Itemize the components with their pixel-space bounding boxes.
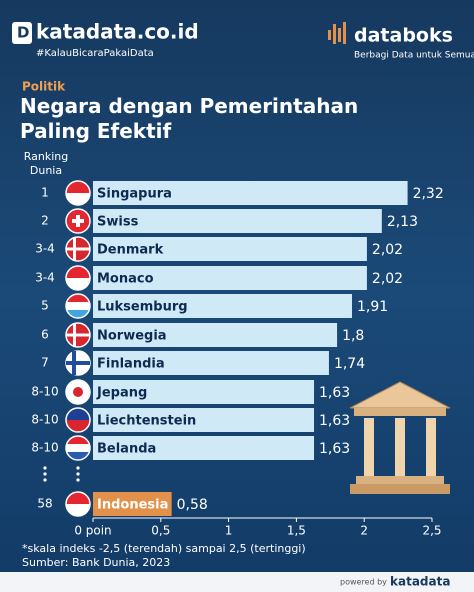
brand: katadata.co.id [36,20,199,44]
flag-cross [66,333,90,337]
value-label: 2,32 [413,186,444,202]
rank-label: 58 [37,497,52,511]
flag [65,293,91,319]
rank-label: 2 [41,214,49,228]
bar [93,209,382,233]
bar [93,237,367,261]
bar-label: Belanda [97,442,156,457]
bar-label: Indonesia [97,498,168,513]
bar-label: Liechtenstein [97,414,196,429]
chart-title: Negara dengan Pemerintahan Paling Efekti… [20,94,359,143]
x-tick-label: 1 [225,524,233,538]
flag-dot [73,387,83,397]
logo-letter: D [17,24,29,42]
logo-mark [12,22,32,44]
footer-bar [0,572,474,592]
bar-label: Denmark [97,243,164,258]
bar [93,436,315,460]
rank-label: 8-10 [31,441,58,455]
bar [93,266,367,290]
x-tick-label: 0,5 [151,524,170,538]
rank-header-box: Ranking Dunia [23,150,69,177]
title-box: Negara dengan Pemerintahan Paling Efekti… [20,94,359,143]
value-label: 2,02 [372,271,403,287]
section: Politik [22,80,66,94]
value-label: 0,58 [177,497,208,513]
bar [93,351,329,375]
rank-label: 7 [41,356,49,370]
x-tick-label: 1,5 [287,524,306,538]
partner: databoks [354,25,453,47]
powered-by: powered by [340,578,387,587]
rank-label: 1 [41,186,49,200]
flag-cross [66,247,90,251]
rank-label: 3-4 [35,242,55,256]
value-label: 1,63 [319,385,350,401]
flag [65,435,91,461]
value-label: 2,13 [387,214,418,230]
flag [65,265,91,291]
note: *skala indeks -2,5 (terendah) sampai 2,5… [22,542,306,555]
bar-label: Swiss [97,215,139,230]
flag-cross [66,361,90,365]
rank-label: 8-10 [31,413,58,427]
source: Sumber: Bank Dunia, 2023 [22,556,170,569]
building-icon [349,381,451,494]
tagline: #KalauBicaraPakaiData [36,48,154,59]
rank-label: 3-4 [35,271,55,285]
bar [93,294,352,318]
rank-label: 6 [41,328,49,342]
x-tick-label: 2,5 [422,524,441,538]
bar-label: Norwegia [97,329,167,344]
value-label: 1,91 [357,299,388,315]
bar-label: Monaco [97,272,154,287]
value-label: 1,63 [319,441,350,457]
flag [65,407,91,433]
bar-label: Finlandia [97,357,165,372]
bar [93,492,172,516]
footer-brand: katadata [390,575,450,589]
x-tick-label: 0 poin [74,524,111,538]
rank-label: 8-10 [31,385,58,399]
bar-label: Singapura [97,187,172,202]
bar [93,323,338,347]
value-label: 1,74 [334,356,365,372]
flag [65,491,91,517]
bar-label: Luksemburg [97,300,188,315]
bar [93,380,315,404]
bar [93,408,315,432]
ellipsis [43,466,80,482]
rank-label: 5 [41,299,49,313]
value-label: 2,02 [372,242,403,258]
partner-icon [328,22,346,44]
rank-header: Ranking Dunia [23,150,69,177]
bar-label: Jepang [96,386,147,401]
bar [93,181,408,205]
flag [65,180,91,206]
value-label: 1,63 [319,413,350,429]
value-label: 1,8 [342,328,364,344]
x-tick-label: 2 [360,524,368,538]
flag-cross [72,219,84,223]
partner-tagline: Berbagi Data untuk Semua [354,51,474,61]
